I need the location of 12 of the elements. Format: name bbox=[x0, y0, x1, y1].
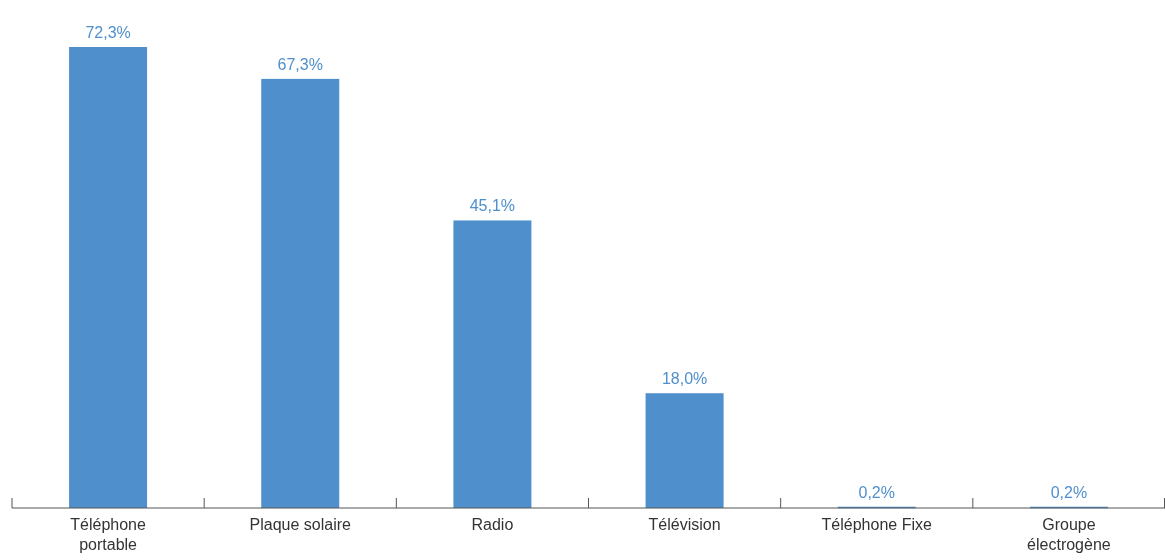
x-tick-label: Téléphone Fixe bbox=[821, 516, 932, 533]
data-label: 18,0% bbox=[661, 370, 708, 388]
data-label: 45,1% bbox=[469, 197, 516, 215]
x-tick-label: Téléphone portable bbox=[70, 516, 146, 553]
x-tick-label: Télévision bbox=[648, 516, 721, 533]
data-label: 0,2% bbox=[858, 483, 895, 501]
x-tick-label: Groupe électrogène bbox=[1027, 516, 1111, 553]
data-label: 0,2% bbox=[1050, 483, 1088, 501]
data-label: 67,3% bbox=[277, 55, 323, 73]
data-label: 72,3% bbox=[85, 24, 131, 41]
x-tick-label: Plaque solaire bbox=[249, 516, 352, 533]
x-tick-label: Radio bbox=[471, 516, 514, 533]
